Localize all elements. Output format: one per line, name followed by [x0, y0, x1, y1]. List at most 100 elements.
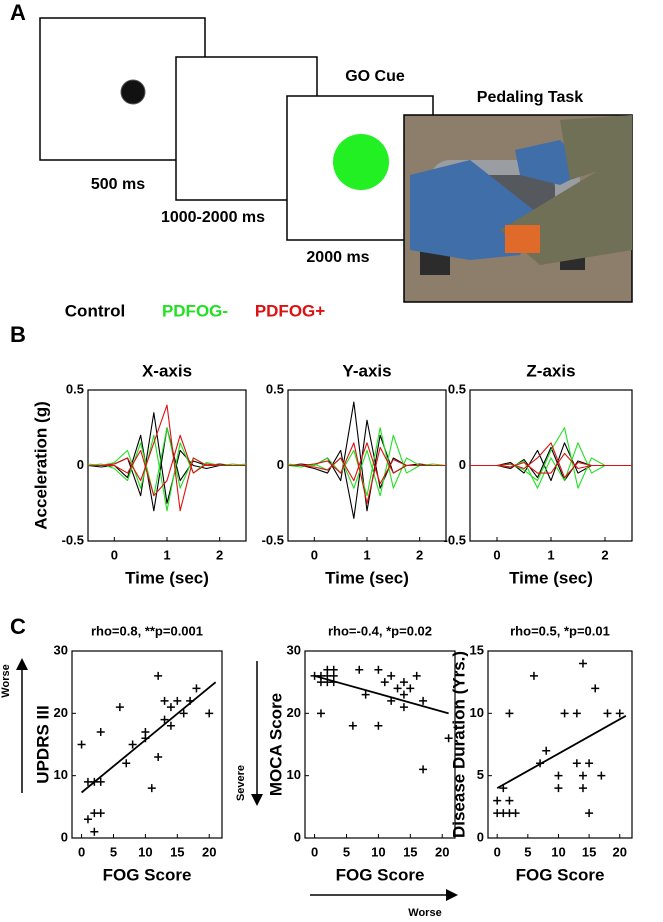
x-axis-label: FOG Score — [516, 865, 605, 884]
point — [578, 771, 587, 780]
point — [348, 721, 357, 730]
point — [585, 809, 594, 818]
point — [166, 721, 175, 730]
y-axis-label: MOCA Score — [266, 693, 285, 796]
y-tick-label: 5 — [477, 767, 484, 782]
duration-label: 1000-2000 ms — [161, 209, 265, 226]
x-tick-label: 2 — [216, 547, 223, 562]
point — [90, 827, 99, 836]
y-tick-label: -0.5 — [262, 532, 284, 547]
point — [128, 740, 137, 749]
point — [96, 777, 105, 786]
point — [154, 671, 163, 680]
y-tick-label: 10 — [287, 767, 301, 782]
chart-title: X-axis — [142, 361, 192, 380]
point — [173, 696, 182, 705]
point — [147, 784, 156, 793]
point — [554, 784, 563, 793]
y-tick-label: 0 — [277, 457, 284, 472]
y-tick-label: 30 — [287, 642, 301, 657]
go-cue-label: GO Cue — [345, 68, 405, 85]
point — [529, 671, 538, 680]
panel-label: B — [10, 322, 26, 347]
y-tick-label: 30 — [54, 642, 68, 657]
x-tick-label: 20 — [613, 844, 627, 859]
point — [374, 721, 383, 730]
y-tick-label: 15 — [470, 642, 484, 657]
x-tick-label: 20 — [435, 844, 449, 859]
plot-frame — [304, 650, 456, 839]
point — [393, 684, 402, 693]
annotation: rho=-0.4, *p=0.02 — [328, 623, 432, 638]
y-tick-label: 0 — [294, 829, 301, 844]
point — [77, 740, 86, 749]
trace — [87, 427, 247, 497]
arrow-label: Worse — [408, 907, 441, 919]
x-tick-label: 10 — [551, 844, 565, 859]
y-tick-label: -0.5 — [444, 532, 466, 547]
y-tick-label: 0 — [77, 457, 84, 472]
point — [374, 665, 383, 674]
trace — [470, 446, 632, 482]
fit-line — [314, 675, 449, 715]
duration-label: 500 ms — [91, 176, 145, 193]
x-tick-label: 5 — [110, 844, 117, 859]
trace — [288, 419, 446, 519]
x-tick-label: 1 — [363, 547, 370, 562]
point — [399, 678, 408, 687]
fixation-dot — [120, 79, 146, 105]
point — [542, 746, 551, 755]
point — [572, 709, 581, 718]
point — [444, 734, 453, 743]
point — [597, 771, 606, 780]
point — [355, 665, 364, 674]
y-tick-label: 0 — [459, 457, 466, 472]
point — [578, 659, 587, 668]
x-tick-label: 0 — [111, 547, 118, 562]
point — [615, 709, 624, 718]
x-tick-label: 15 — [403, 844, 417, 859]
point — [406, 684, 415, 693]
point — [493, 796, 502, 805]
point — [166, 703, 175, 712]
x-tick-label: 1 — [547, 547, 554, 562]
point — [96, 809, 105, 818]
duration-label: 2000 ms — [306, 249, 369, 266]
y-tick-label: 0 — [61, 829, 68, 844]
x-axis-label: Time (sec) — [509, 568, 593, 587]
y-tick-label: 0.5 — [66, 381, 84, 396]
legend-entry: PDFOG- — [162, 301, 228, 320]
point — [578, 784, 587, 793]
plot-frame — [487, 650, 633, 839]
trace — [470, 452, 632, 474]
trace — [288, 442, 446, 485]
point — [361, 690, 370, 699]
x-axis-label: FOG Score — [103, 865, 192, 884]
x-axis-label: Time (sec) — [325, 568, 409, 587]
x-tick-label: 2 — [416, 547, 423, 562]
x-tick-label: 10 — [371, 844, 385, 859]
x-tick-label: 1 — [163, 547, 170, 562]
y-tick-label: 0.5 — [448, 381, 466, 396]
x-tick-label: 0 — [493, 547, 500, 562]
point — [505, 796, 514, 805]
chart-title: Z-axis — [526, 361, 575, 380]
point — [505, 709, 514, 718]
annotation: rho=0.5, *p=0.01 — [510, 623, 610, 638]
point — [412, 671, 421, 680]
panel-label: A — [10, 0, 26, 25]
trace — [88, 412, 246, 504]
arrow-label: Worse — [0, 664, 12, 697]
x-tick-label: 0 — [78, 844, 85, 859]
trace — [287, 427, 446, 497]
point — [387, 671, 396, 680]
chart-title: Y-axis — [342, 361, 391, 380]
point — [419, 765, 428, 774]
x-tick-label: 5 — [524, 844, 531, 859]
point — [591, 684, 600, 693]
x-tick-label: 10 — [138, 844, 152, 859]
x-tick-label: 0 — [311, 844, 318, 859]
panel-label: C — [10, 614, 26, 639]
x-tick-label: 15 — [170, 844, 184, 859]
